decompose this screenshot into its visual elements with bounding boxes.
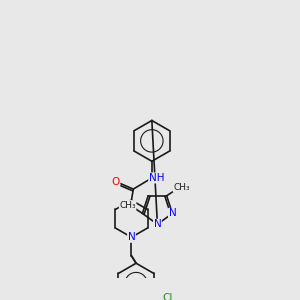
Text: N: N bbox=[128, 232, 135, 242]
Text: N: N bbox=[169, 208, 176, 218]
Text: Cl: Cl bbox=[163, 293, 173, 300]
Text: NH: NH bbox=[149, 173, 164, 183]
Text: CH₃: CH₃ bbox=[119, 201, 136, 210]
Text: N: N bbox=[154, 219, 161, 229]
Text: CH₃: CH₃ bbox=[173, 183, 190, 192]
Text: O: O bbox=[112, 177, 120, 187]
